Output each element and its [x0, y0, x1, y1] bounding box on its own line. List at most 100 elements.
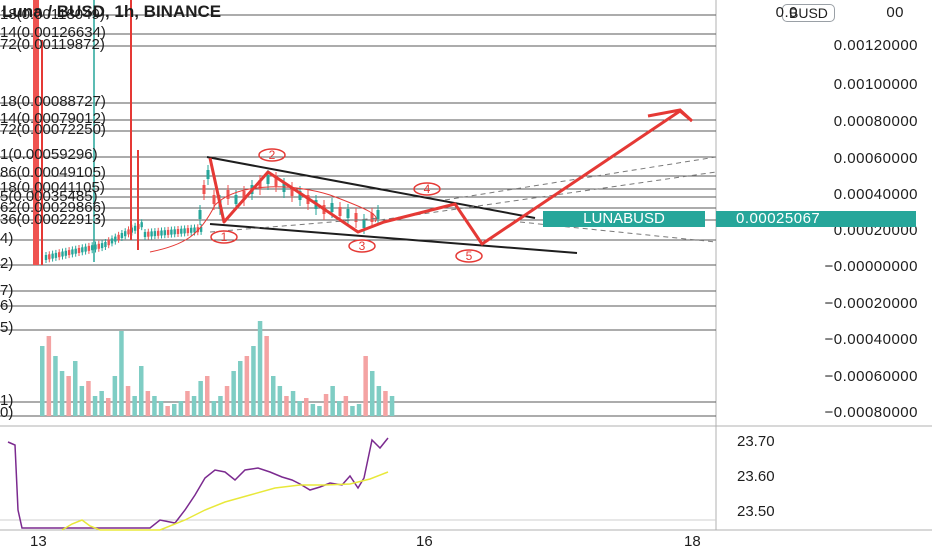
candle-body: [61, 251, 64, 257]
wedge-lower-line: [209, 223, 578, 254]
candle-body: [84, 246, 87, 252]
fib-level-label: 14(0.00079012): [0, 110, 106, 127]
volume-bar: [218, 396, 223, 416]
volume-bar: [119, 331, 124, 416]
candle-body: [346, 209, 350, 218]
volume-bar: [238, 361, 243, 416]
candle-body: [290, 187, 294, 196]
candle-body: [226, 190, 230, 199]
candle-body: [114, 236, 117, 242]
candle-body: [202, 185, 206, 194]
candle-body: [127, 229, 130, 235]
fib-retracement-lines: [0, 14, 716, 417]
candle-body: [157, 230, 160, 236]
last-price-tag: 0.00025067: [716, 211, 916, 227]
volume-bar: [46, 336, 52, 416]
price-label: −0.00040000: [824, 331, 918, 348]
wave-2-label: 2: [268, 148, 276, 162]
volume-bar: [363, 356, 368, 416]
volume-bar: [290, 391, 296, 416]
volume-bar: [251, 346, 256, 416]
volume-bar: [106, 398, 111, 416]
candle-body: [64, 250, 67, 256]
pattern-curve: [149, 186, 377, 253]
currency-badge[interactable]: BUSD: [782, 4, 835, 22]
fib-level-label: 1): [0, 392, 14, 409]
price-label: 0.00040000: [833, 186, 918, 203]
candle-body: [54, 252, 58, 258]
indicator-axis-label: 23.60: [737, 468, 775, 485]
volume-bar: [350, 406, 355, 416]
fib-level-label: 62(0.00029866): [0, 199, 106, 216]
candle-body: [51, 253, 54, 259]
candle-body: [258, 180, 262, 189]
volume-bar: [205, 376, 210, 416]
fib-level-label: 5): [0, 319, 14, 336]
fib-level-label: 5(0.00035485): [0, 188, 98, 205]
fib-level-label: 72(0.00072250): [0, 121, 106, 138]
price-label: −0.00080000: [824, 404, 918, 421]
wave-5-label: 5: [465, 249, 473, 263]
candle-body: [212, 195, 216, 204]
price-label: 0.00060000: [833, 150, 918, 167]
volume-bar: [376, 386, 382, 416]
volume-bar: [92, 396, 98, 416]
candle-body: [74, 248, 77, 254]
volume-bar: [271, 376, 276, 416]
candle-body: [274, 177, 278, 186]
time-axis-label: 13: [30, 533, 47, 550]
candle-body: [354, 213, 358, 222]
fib-level-label: 18(0.00041105): [0, 179, 105, 196]
candle-body: [370, 213, 374, 222]
candle-body: [298, 191, 302, 200]
dashed-projection-2: [379, 171, 717, 221]
candle-body: [190, 227, 193, 233]
price-label: −0.00060000: [824, 368, 918, 385]
wave-1-circle: [210, 230, 238, 244]
candle-body: [133, 225, 137, 231]
volume-bar: [59, 371, 65, 416]
volume-bar: [304, 398, 309, 416]
candle-body: [183, 228, 186, 234]
candle-body: [176, 229, 180, 234]
volume-bar: [224, 386, 230, 416]
candle-body: [170, 229, 173, 235]
volume-bar: [257, 321, 263, 416]
volume-bar: [145, 391, 151, 416]
volume-bar: [284, 396, 289, 416]
candle-body: [362, 219, 366, 228]
candle-body: [198, 210, 202, 219]
fib-level-label: 36(0.00022913): [0, 211, 106, 228]
wave-4-label: 4: [423, 182, 431, 196]
candle-body: [193, 227, 196, 233]
volume-bar: [211, 401, 217, 416]
candle-body: [87, 245, 91, 251]
volume-bar: [79, 386, 85, 416]
fib-level-label: 14(0.00126634): [0, 24, 106, 41]
wedge-upper-line: [206, 156, 536, 219]
candle-body: [180, 228, 183, 234]
rsi-ma-line: [61, 471, 389, 531]
candle-body: [376, 210, 380, 219]
projection-arrow-head: [647, 108, 694, 123]
candle-body: [124, 231, 127, 237]
candle-body: [153, 231, 157, 237]
fib-level-label: 72(0.00119872): [0, 36, 105, 53]
volume-bar: [132, 396, 137, 416]
volume-bar: [158, 401, 164, 416]
fib-level-label: 2): [0, 255, 14, 272]
volume-bar: [112, 376, 118, 416]
fib-level-label: 4): [0, 230, 14, 247]
candle-body: [338, 207, 342, 216]
symbol-price-tag: LUNABUSD: [543, 211, 705, 227]
fib-level-label: 18(0.00088727): [0, 93, 106, 110]
price-label: 0.00120000: [833, 37, 918, 54]
chart-title: Luna / BUSD, 1h, BINANCE: [2, 2, 222, 21]
candle-body: [206, 170, 210, 179]
fib-level-label: 18(0.00118049): [0, 6, 105, 23]
candle-body: [110, 238, 114, 244]
volume-bar: [264, 336, 269, 416]
volume-bars: [40, 321, 395, 416]
volume-bar: [297, 401, 302, 416]
